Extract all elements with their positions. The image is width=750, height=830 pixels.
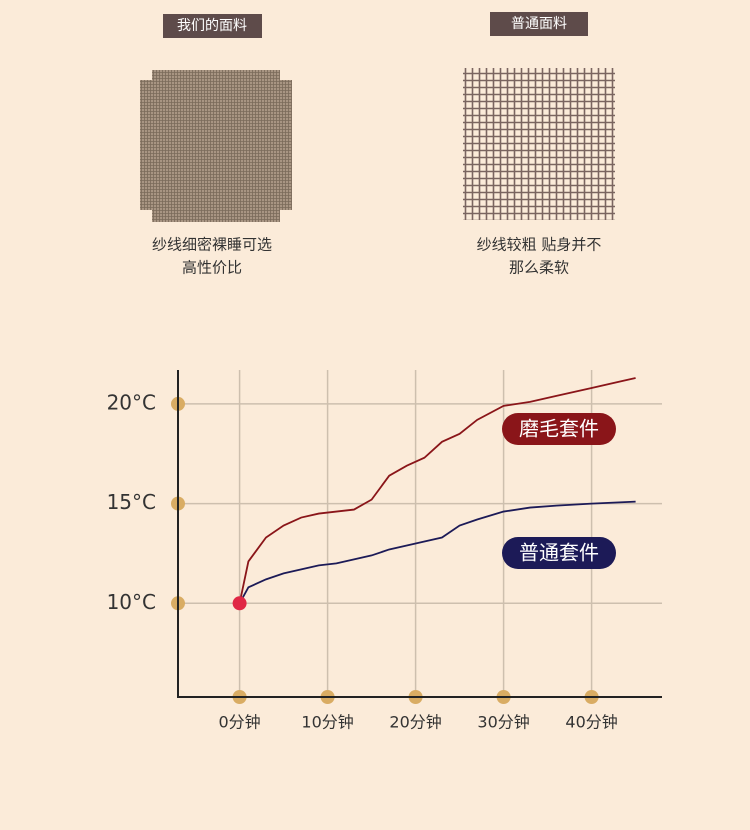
legend-box xyxy=(502,537,616,569)
y-tick-label: 20°C xyxy=(107,390,156,414)
fabric-swatch xyxy=(140,80,292,210)
series-line xyxy=(238,377,636,604)
caption: 纱线较粗 贴身并不 xyxy=(477,236,602,254)
caption: 纱线细密裸睡可选 xyxy=(152,236,272,254)
x-tick-label: 10分钟 xyxy=(301,713,353,732)
fabric-title: 我们的面料 xyxy=(177,18,247,34)
legend-label: 普通套件 xyxy=(519,541,599,565)
label-box xyxy=(163,14,262,38)
x-tick-label: 40分钟 xyxy=(565,713,617,732)
label-box xyxy=(490,12,588,36)
series-line xyxy=(238,500,636,604)
fabric-swatch xyxy=(463,68,615,220)
legend-label: 磨毛套件 xyxy=(519,417,599,441)
y-tick-label: 10°C xyxy=(107,590,156,614)
start-point xyxy=(232,596,247,611)
caption: 那么柔软 xyxy=(509,259,569,277)
y-tick-label: 15°C xyxy=(107,490,156,514)
caption: 高性价比 xyxy=(182,259,242,277)
x-tick-label: 30分钟 xyxy=(477,713,529,732)
axis xyxy=(177,370,662,698)
x-tick-label: 0分钟 xyxy=(219,713,261,732)
legend-box xyxy=(502,413,616,445)
fabric-title: 普通面料 xyxy=(511,16,567,32)
x-tick-label: 20分钟 xyxy=(389,713,441,732)
